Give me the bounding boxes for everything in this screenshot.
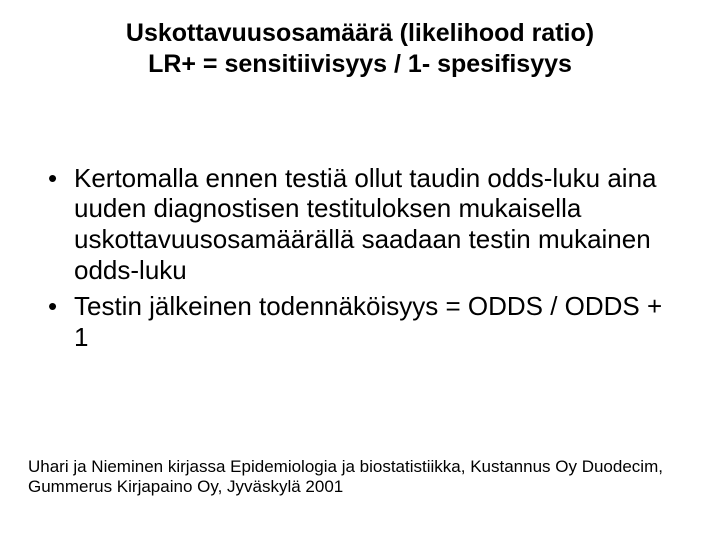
slide-footer: Uhari ja Nieminen kirjassa Epidemiologia… (28, 457, 680, 498)
slide-title: Uskottavuusosamäärä (likelihood ratio) L… (68, 18, 652, 81)
list-item: Testin jälkeinen todennäköisyys = ODDS /… (46, 291, 682, 352)
slide-body: Kertomalla ennen testiä ollut taudin odd… (28, 163, 692, 353)
slide: Uskottavuusosamäärä (likelihood ratio) L… (0, 0, 720, 540)
list-item: Kertomalla ennen testiä ollut taudin odd… (46, 163, 682, 286)
bullet-text: Testin jälkeinen todennäköisyys = ODDS /… (74, 291, 662, 352)
title-line-2: LR+ = sensitiivisyys / 1- spesifisyys (68, 49, 652, 80)
footer-text: Uhari ja Nieminen kirjassa Epidemiologia… (28, 457, 663, 497)
title-line-1: Uskottavuusosamäärä (likelihood ratio) (68, 18, 652, 49)
bullet-text: Kertomalla ennen testiä ollut taudin odd… (74, 163, 657, 285)
bullet-list: Kertomalla ennen testiä ollut taudin odd… (28, 163, 692, 353)
